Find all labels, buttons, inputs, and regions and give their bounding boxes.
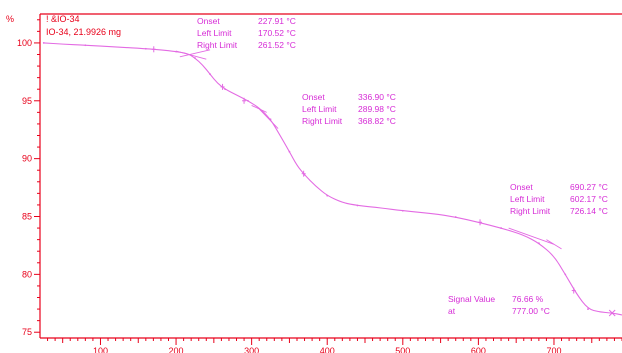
legend-line-2: IO-34, 21.9926 mg — [46, 27, 121, 37]
series-line-0 — [43, 42, 622, 316]
y-axis-label: % — [6, 14, 14, 24]
annotation-label: at — [448, 306, 456, 316]
onset-tangent-1 — [258, 108, 279, 129]
data-point — [564, 273, 567, 276]
data-point — [209, 73, 211, 76]
data-point — [587, 308, 589, 310]
y-axis: 75 80 85 90 95 100 — [17, 19, 40, 337]
annotation-value: 777.00 °C — [512, 306, 550, 316]
data-point — [42, 42, 45, 44]
annotation-label: Onset — [197, 16, 220, 26]
annotation-value: 726.14 °C — [570, 206, 608, 216]
plot-frame — [39, 13, 622, 339]
annotation-value: 227.91 °C — [258, 16, 296, 26]
signal-marker-b — [608, 309, 616, 317]
annotation-label: Onset — [510, 182, 533, 192]
annotation-label: Left Limit — [197, 28, 232, 38]
data-point — [194, 57, 196, 59]
onset-baseline-1 — [251, 105, 267, 113]
data-point — [84, 44, 87, 47]
x-tick-label: 700 — [546, 346, 561, 353]
marker-layer — [151, 46, 616, 317]
annotation-layer: Onset 227.91 °C Left Limit 170.52 °C Right L… — [197, 16, 608, 316]
y-tick-label: 85 — [22, 212, 32, 222]
data-point — [326, 194, 329, 197]
x-tick-label: 300 — [244, 346, 259, 353]
x-axis: 100 200 300 400 500 600 700 — [47, 338, 622, 353]
annotation-value: 368.82 °C — [358, 116, 396, 126]
y-tick-label: 100 — [17, 38, 32, 48]
annotation-label: Signal Value — [448, 294, 495, 304]
data-point — [224, 88, 227, 91]
x-tick-label: 200 — [169, 346, 184, 353]
annotation-label: Right Limit — [302, 116, 343, 126]
annotation-label: Left Limit — [302, 104, 337, 114]
x-tick-label: 400 — [320, 346, 335, 353]
series-layer — [42, 42, 622, 316]
annotation-value: 602.17 °C — [570, 194, 608, 204]
annotation-value: 261.52 °C — [258, 40, 296, 50]
y-tick-label: 95 — [22, 96, 32, 106]
annotation-label: Left Limit — [510, 194, 545, 204]
y-tick-label: 80 — [22, 269, 32, 279]
x-tick-label: 600 — [471, 346, 486, 353]
legend-line-1: ! &IO-34 — [46, 14, 80, 24]
data-point — [454, 216, 457, 218]
y-tick-label: 90 — [22, 154, 32, 164]
data-point — [356, 204, 359, 207]
annotation-value: 76.66 % — [512, 294, 544, 304]
x-tick-label: 100 — [93, 346, 108, 353]
x-tick-label: 500 — [395, 346, 410, 353]
data-point — [537, 242, 540, 245]
onset-tangent-0 — [175, 50, 207, 60]
data-point — [500, 227, 502, 229]
annotation-label: Right Limit — [197, 40, 238, 50]
annotation-label: Onset — [302, 92, 325, 102]
data-point — [246, 99, 249, 102]
data-point — [401, 209, 404, 212]
onset-tangent-2 — [508, 227, 555, 245]
annotation-value: 289.98 °C — [358, 104, 396, 114]
annotation-label: Right Limit — [510, 206, 551, 216]
annotation-value: 170.52 °C — [258, 28, 296, 38]
onset-baseline-2 — [546, 239, 562, 250]
data-point — [144, 47, 147, 50]
y-tick-label: 75 — [22, 327, 32, 337]
annotation-value: 336.90 °C — [358, 92, 396, 102]
legend: ! &IO-34 IO-34, 21.9926 mg — [46, 14, 121, 37]
data-point — [288, 150, 291, 153]
onset-baseline-0 — [179, 49, 211, 58]
annotation-value: 690.27 °C — [570, 182, 608, 192]
